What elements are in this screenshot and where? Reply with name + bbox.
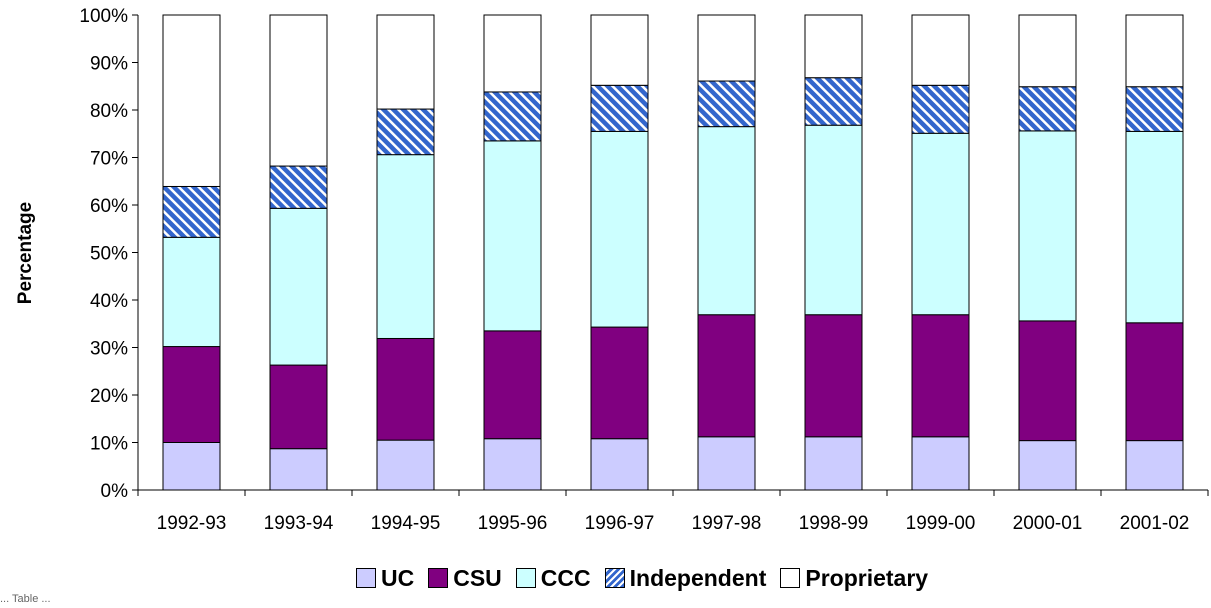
bar-segment-independent-1992-93 — [162, 185, 221, 238]
x-tick-label: 1997-98 — [692, 513, 762, 534]
legend-label: CCC — [540, 564, 591, 591]
y-tick-label: 20% — [90, 386, 128, 407]
bar-segment-proprietary-1992-93 — [162, 14, 221, 187]
bar-segment-ccc-1993-94 — [269, 207, 328, 366]
footnote: ... Table ... — [0, 593, 51, 605]
bar-segment-csu-1994-95 — [376, 337, 435, 441]
x-tick-label: 1992-93 — [157, 513, 227, 534]
bar-segment-ccc-1996-97 — [590, 130, 649, 328]
bar-segment-uc-1995-96 — [483, 438, 542, 491]
x-tick-label: 1995-96 — [478, 513, 548, 534]
legend: UC CSU CCC Independent Proprietary — [356, 563, 928, 593]
bar-segment-csu-1995-96 — [483, 330, 542, 440]
bars-group — [162, 14, 1184, 491]
x-tick-label: 2001-02 — [1120, 513, 1190, 534]
bar-segment-proprietary-1997-98 — [697, 14, 756, 82]
bar-segment-proprietary-2000-01 — [1018, 14, 1077, 88]
y-tick-label: 70% — [90, 149, 128, 170]
bar-segment-csu-1993-94 — [269, 364, 328, 450]
legend-label: UC — [381, 564, 415, 591]
bar-segment-uc-1999-00 — [911, 436, 970, 491]
bar-segment-proprietary-1994-95 — [376, 14, 435, 110]
bar-segment-csu-1998-99 — [804, 314, 863, 438]
y-tick-label: 60% — [90, 196, 128, 217]
bar-segment-proprietary-1998-99 — [804, 14, 863, 79]
bar-segment-ccc-1997-98 — [697, 126, 756, 316]
bar-segment-uc-1997-98 — [697, 436, 756, 491]
bar-segment-csu-1999-00 — [911, 314, 970, 438]
legend-swatch-uc — [356, 568, 376, 588]
legend-label: Proprietary — [805, 564, 929, 591]
bar-segment-independent-1995-96 — [483, 91, 542, 142]
x-tick-label: 2000-01 — [1013, 513, 1083, 534]
bar-segment-independent-1999-00 — [911, 84, 970, 134]
bar-segment-proprietary-1993-94 — [269, 14, 328, 167]
x-tick-label: 1994-95 — [371, 513, 441, 534]
bar-segment-uc-2000-01 — [1018, 440, 1077, 491]
bar-segment-uc-2001-02 — [1125, 440, 1184, 491]
bar-segment-proprietary-2001-02 — [1125, 14, 1184, 88]
y-tick-label: 30% — [90, 339, 128, 360]
y-tick-label: 0% — [101, 481, 129, 502]
bar-segment-independent-2000-01 — [1018, 86, 1077, 132]
bar-segment-uc-1993-94 — [269, 448, 328, 491]
bar-segment-uc-1998-99 — [804, 436, 863, 491]
bar-segment-csu-2000-01 — [1018, 320, 1077, 442]
bar-segment-ccc-2000-01 — [1018, 130, 1077, 322]
legend-item-independent: Independent — [604, 564, 767, 592]
bar-segment-proprietary-1999-00 — [911, 14, 970, 86]
bar-segment-csu-2001-02 — [1125, 322, 1184, 442]
y-axis-title: Percentage — [15, 202, 36, 304]
bar-segment-independent-1998-99 — [804, 77, 863, 126]
bar-segment-ccc-2001-02 — [1125, 130, 1184, 324]
legend-swatch-proprietary — [780, 568, 801, 588]
bar-segment-ccc-1992-93 — [162, 236, 221, 348]
x-tick-label: 1998-99 — [799, 513, 869, 534]
bar-segment-independent-1997-98 — [697, 80, 756, 128]
y-tick-label: 40% — [90, 291, 128, 312]
legend-item-uc: UC — [356, 565, 414, 592]
bar-segment-independent-1996-97 — [590, 84, 649, 132]
bar-segment-ccc-1998-99 — [804, 124, 863, 316]
legend-item-ccc: CCC — [515, 564, 591, 592]
y-tick-label: 100% — [79, 6, 128, 27]
axes-group: 0% 10% 20% 30% 40% 50% 60% 70% 80% 90% 100% 1992-93… — [79, 6, 1209, 534]
legend-swatch-independent — [604, 568, 625, 588]
bar-segment-proprietary-1995-96 — [483, 14, 542, 93]
bar-segment-ccc-1999-00 — [911, 132, 970, 316]
bar-segment-ccc-1994-95 — [376, 154, 435, 339]
bar-segment-csu-1997-98 — [697, 314, 756, 438]
bar-segment-csu-1996-97 — [590, 326, 649, 440]
bar-segment-proprietary-1996-97 — [590, 14, 649, 86]
y-tick-label: 50% — [90, 244, 128, 265]
bar-segment-ccc-1995-96 — [483, 140, 542, 332]
stacked-bar-chart: Percentage 0% 10% 20% 30% 40% 50% 60% 70% 80% 90%… — [15, 6, 1209, 534]
bar-segment-uc-1996-97 — [590, 438, 649, 491]
legend-label: Independent — [629, 564, 767, 591]
bar-segment-uc-1992-93 — [162, 442, 221, 491]
bar-segment-uc-1994-95 — [376, 439, 435, 491]
bar-segment-independent-1994-95 — [376, 108, 435, 156]
x-tick-label: 1993-94 — [264, 513, 334, 534]
bar-segment-csu-1992-93 — [162, 346, 221, 443]
x-tick-label: 1999-00 — [906, 513, 976, 534]
y-tick-label: 90% — [90, 54, 128, 75]
legend-item-csu: CSU — [428, 565, 502, 592]
legend-item-proprietary: Proprietary — [780, 565, 928, 592]
bar-segment-independent-1993-94 — [269, 165, 328, 209]
legend-swatch-csu — [428, 568, 449, 588]
y-tick-label: 10% — [90, 434, 128, 455]
y-tick-label: 80% — [90, 101, 128, 122]
legend-swatch-ccc — [515, 568, 536, 588]
x-tick-label: 1996-97 — [585, 513, 655, 534]
bar-segment-independent-2001-02 — [1125, 86, 1184, 132]
legend-label: CSU — [453, 564, 502, 591]
